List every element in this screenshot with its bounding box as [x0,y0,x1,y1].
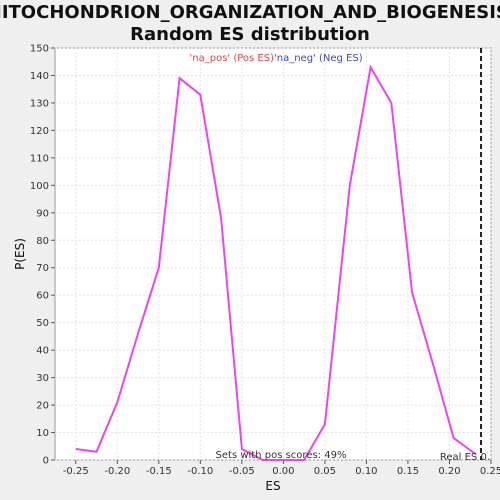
y-tick-label: 40 [36,346,49,357]
x-tick-label: -0.15 [146,466,172,477]
x-axis-label: ES [265,479,280,493]
y-tick-label: 60 [36,291,49,302]
axis-ticks: 0 10 20 30 40 50 60 70 80 90 100 110 120 130 140 150 -0.… [30,44,500,478]
y-axis-label: P(ES) [13,238,27,270]
plot-area [54,47,492,461]
series-line [75,64,477,461]
y-tick-label: 100 [30,181,49,192]
pos-scores-annotation: Sets with pos scores: 49% [216,450,347,461]
x-tick-label: 0.10 [355,466,377,477]
x-tick-label: 0.00 [272,466,294,477]
y-tick-label: 140 [30,71,49,82]
real-es-label: Real ES 0. [440,452,490,463]
y-tick-label: 110 [30,153,49,164]
y-tick-label: 80 [36,236,49,247]
y-tick-label: 120 [30,126,49,137]
chart-title-line1: MITOCHONDRION_ORGANIZATION_AND_BIOGENESI… [0,2,500,23]
y-tick-label: 50 [36,318,49,329]
grid-lines [55,47,492,461]
x-tick-label: -0.20 [104,466,130,477]
y-tick-label: 70 [36,263,49,274]
chart-title-line2: Random ES distribution [130,24,370,45]
x-tick-label: -0.10 [187,466,213,477]
y-tick-label: 90 [36,208,49,219]
x-tick-label: -0.25 [63,466,89,477]
y-tick-label: 150 [30,44,49,55]
y-tick-label: 10 [36,428,49,439]
legend-pos: 'na_pos' (Pos ES) [190,53,275,64]
y-tick-label: 130 [30,98,49,109]
y-tick-label: 20 [36,401,49,412]
legend-neg: 'na_neg' (Neg ES) [274,53,363,64]
x-tick-label: 0.20 [438,466,460,477]
x-tick-label: 0.05 [314,466,336,477]
x-tick-label: 0.25 [480,466,500,477]
y-tick-label: 0 [43,456,49,467]
x-tick-label: 0.15 [397,466,419,477]
y-tick-label: 30 [36,373,49,384]
x-tick-label: -0.05 [229,466,255,477]
